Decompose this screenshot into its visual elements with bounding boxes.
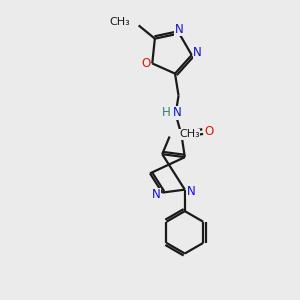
Text: CH₃: CH₃ (109, 17, 130, 28)
Text: N: N (193, 46, 202, 59)
Text: O: O (141, 57, 150, 70)
Text: N: N (173, 106, 182, 119)
Text: O: O (205, 125, 214, 138)
Text: N: N (152, 188, 160, 202)
Text: N: N (175, 22, 184, 35)
Text: N: N (187, 185, 196, 199)
Text: CH₃: CH₃ (179, 129, 200, 139)
Text: H: H (162, 106, 171, 119)
